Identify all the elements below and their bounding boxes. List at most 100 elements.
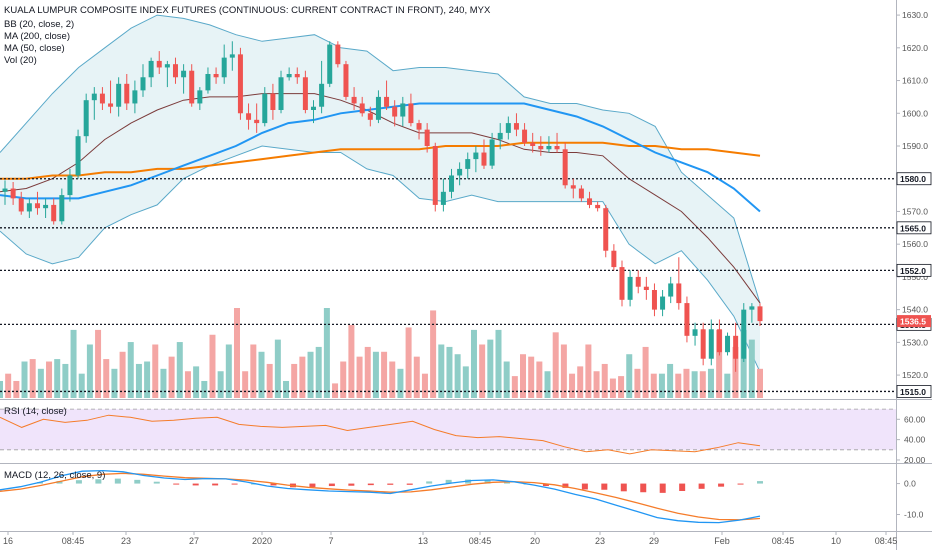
candle-body bbox=[416, 123, 422, 130]
volume-bar bbox=[356, 356, 363, 398]
level-price-label: 1565.0 bbox=[900, 223, 926, 233]
volume-bar bbox=[462, 366, 469, 398]
macd-histogram-bar bbox=[367, 483, 374, 486]
time-tick-label: 27 bbox=[189, 536, 199, 546]
price-tick-label: 1530.0 bbox=[902, 337, 928, 347]
volume-bar bbox=[78, 373, 85, 398]
indicator-legend-ma50[interactable]: MA (50, close) bbox=[4, 43, 65, 54]
volume-bar bbox=[536, 361, 543, 398]
macd-histogram-bar bbox=[679, 483, 686, 491]
level-price-tag bbox=[896, 385, 932, 398]
macd-tick-label: -10.0 bbox=[904, 510, 924, 520]
candle-body bbox=[262, 93, 268, 124]
time-tick-label: 10 bbox=[831, 536, 841, 546]
candle-body bbox=[408, 103, 414, 124]
volume-bar bbox=[323, 308, 330, 398]
macd-histogram-bar bbox=[231, 483, 238, 485]
macd-histogram-bar bbox=[426, 481, 433, 484]
macd-histogram-bar bbox=[270, 483, 277, 486]
price-tick-label: 1630.0 bbox=[902, 10, 928, 20]
volume-bar bbox=[569, 373, 576, 398]
rsi-tick-label: 60.00 bbox=[904, 414, 926, 424]
candle-body bbox=[643, 286, 649, 290]
candle-body bbox=[116, 83, 122, 107]
macd-histogram-bar bbox=[114, 478, 121, 484]
macd-histogram-bar bbox=[620, 483, 627, 492]
candle-body bbox=[351, 96, 357, 104]
candle-body bbox=[213, 74, 219, 78]
volume-bar bbox=[372, 351, 379, 398]
macd-histogram-bar bbox=[95, 479, 102, 484]
time-tick-label: 29 bbox=[649, 536, 659, 546]
time-tick-label: 16 bbox=[3, 536, 13, 546]
volume-bar bbox=[364, 346, 371, 398]
volume-bar bbox=[46, 361, 53, 398]
volume-bar bbox=[111, 368, 118, 398]
volume-bar bbox=[487, 339, 494, 398]
candle-body bbox=[716, 329, 722, 353]
volume-bar bbox=[560, 344, 567, 398]
macd-histogram-bar bbox=[406, 483, 413, 485]
price-tick-label: 1560.0 bbox=[902, 239, 928, 249]
volume-bar bbox=[250, 344, 257, 398]
macd-histogram-bar bbox=[718, 483, 725, 487]
candle-body bbox=[611, 250, 617, 268]
macd-pane-title[interactable]: MACD (12, 26, close, 9) bbox=[4, 470, 106, 481]
indicator-legend-ma200[interactable]: MA (200, close) bbox=[4, 31, 70, 42]
candle-body bbox=[140, 77, 146, 91]
candle-body bbox=[587, 198, 593, 205]
macd-histogram-bar bbox=[757, 481, 763, 484]
candle-body bbox=[392, 106, 398, 117]
volume-bar bbox=[511, 376, 518, 398]
volume-bar bbox=[626, 354, 633, 398]
time-tick-label: 13 bbox=[418, 536, 428, 546]
candle-body bbox=[83, 100, 89, 137]
candle-body bbox=[343, 64, 349, 97]
rsi-tick-label: 20.00 bbox=[904, 455, 926, 465]
time-tick-label: 08:45 bbox=[875, 536, 898, 546]
volume-bar bbox=[421, 373, 428, 398]
macd-histogram-bar bbox=[542, 483, 549, 487]
volume-bar bbox=[160, 368, 167, 398]
price-tick-label: 1550.0 bbox=[902, 272, 928, 282]
volume-bar bbox=[642, 346, 649, 398]
volume-bar bbox=[389, 361, 396, 398]
volume-bar bbox=[95, 329, 102, 398]
level-price-label: 1580.0 bbox=[900, 174, 926, 184]
macd-histogram-bar bbox=[192, 483, 199, 486]
candle-body bbox=[554, 146, 560, 150]
volume-bar bbox=[37, 368, 44, 398]
bollinger-band-fill bbox=[0, 15, 760, 372]
volume-bar bbox=[13, 380, 20, 398]
macd-histogram-bar bbox=[153, 481, 160, 484]
volume-bar bbox=[0, 380, 3, 398]
price-tick-label: 1610.0 bbox=[902, 76, 928, 86]
macd-histogram-bar bbox=[328, 483, 335, 487]
volume-bar bbox=[470, 329, 477, 398]
chart-title: KUALA LUMPUR COMPOSITE INDEX FUTURES (CO… bbox=[4, 5, 491, 16]
candle-body bbox=[449, 175, 455, 192]
candle-body bbox=[181, 70, 187, 78]
volume-bar bbox=[544, 371, 551, 398]
candle-body bbox=[400, 103, 406, 117]
rsi-band-fill bbox=[0, 409, 896, 450]
candle-body bbox=[489, 139, 495, 166]
volume-bar bbox=[86, 344, 93, 398]
macd-histogram-bar bbox=[601, 483, 608, 490]
candle-body bbox=[148, 60, 154, 78]
candle-body bbox=[2, 188, 8, 192]
volume-bar bbox=[699, 371, 706, 398]
indicator-legend-vol[interactable]: Vol (20) bbox=[4, 55, 37, 66]
volume-bar bbox=[225, 344, 232, 398]
volume-bar bbox=[593, 371, 600, 398]
volume-bar bbox=[291, 363, 298, 398]
candle-body bbox=[286, 74, 292, 78]
candle-body bbox=[10, 188, 16, 199]
rsi-pane-title[interactable]: RSI (14, close) bbox=[4, 406, 67, 417]
candle-body bbox=[294, 74, 300, 78]
indicator-legend-bb[interactable]: BB (20, close, 2) bbox=[4, 19, 75, 30]
candle-body bbox=[546, 146, 552, 150]
volume-bar bbox=[233, 308, 240, 398]
candle-body bbox=[43, 204, 49, 209]
